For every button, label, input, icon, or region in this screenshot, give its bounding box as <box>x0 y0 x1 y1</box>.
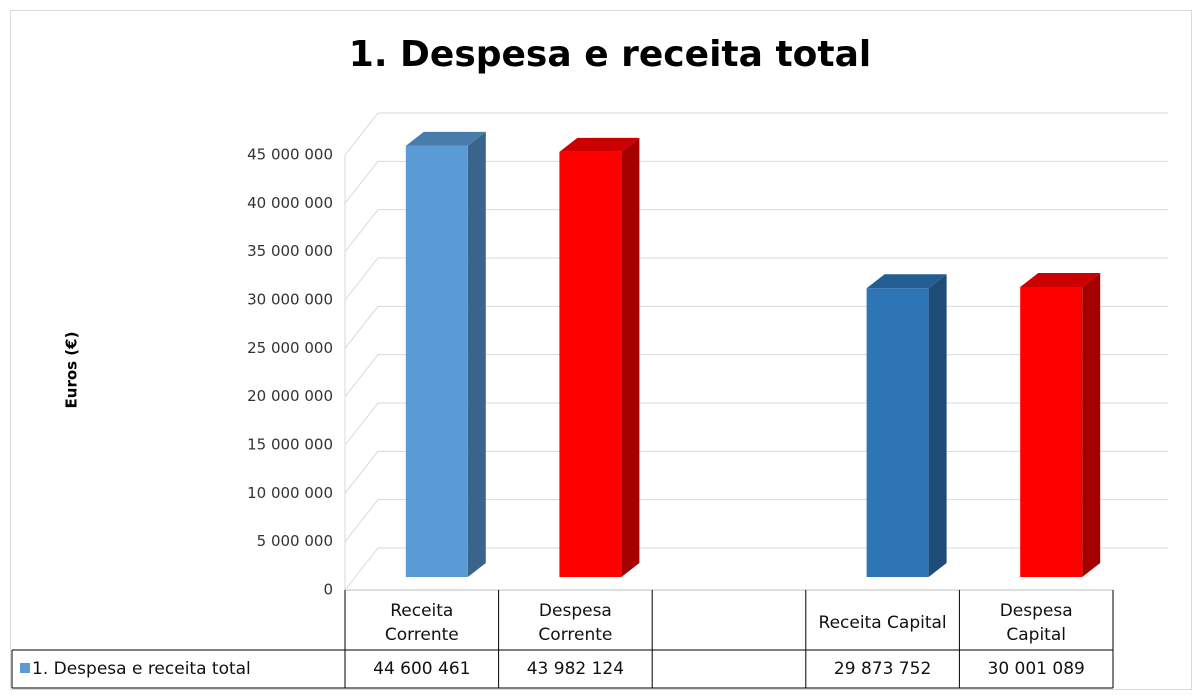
chart-title: 1. Despesa e receita total <box>349 34 871 75</box>
grid-line <box>344 354 379 397</box>
data-table-value: 29 873 752 <box>833 659 932 679</box>
x-tick-label: Receita Capital <box>818 612 947 633</box>
grid-line <box>344 547 379 591</box>
x-tick-label: Receita Corrente <box>384 600 459 645</box>
grid-line <box>344 209 379 252</box>
y-tick-label: 35 000 000 <box>247 242 333 260</box>
grid-line <box>344 112 379 156</box>
y-tick-label: 25 000 000 <box>247 339 333 357</box>
grid-line <box>344 499 379 542</box>
bar-top <box>405 131 486 146</box>
bar-side <box>928 274 947 577</box>
bar-side <box>467 131 486 577</box>
data-table-value: 43 982 124 <box>526 659 625 679</box>
bar <box>405 145 468 577</box>
bar-top <box>866 274 947 289</box>
bar-top <box>559 137 640 152</box>
bar <box>866 288 929 577</box>
bar-side <box>1082 272 1101 577</box>
x-tick-label: Despesa Capital <box>999 600 1073 645</box>
y-tick-label: 10 000 000 <box>247 484 333 502</box>
bar-side <box>621 137 640 577</box>
bar <box>559 151 622 577</box>
y-axis-label: Euros (€) <box>63 332 81 409</box>
grid-line <box>344 402 379 446</box>
y-tick-label: 0 <box>323 581 333 599</box>
legend-label: 1. Despesa e receita total <box>32 659 251 679</box>
y-tick-label: 15 000 000 <box>247 436 333 454</box>
chart-border <box>10 10 1192 690</box>
grid-line <box>344 257 379 301</box>
grid-line <box>344 306 379 349</box>
grid-line <box>344 451 379 494</box>
data-table-value: 44 600 461 <box>373 659 471 679</box>
y-tick-label: 5 000 000 <box>257 532 333 550</box>
y-tick-label: 45 000 000 <box>247 146 333 164</box>
y-tick-label: 40 000 000 <box>247 194 333 212</box>
bar <box>1020 286 1083 577</box>
data-table-value: 30 001 089 <box>987 659 1085 679</box>
x-tick-label: Despesa Corrente <box>538 600 613 645</box>
y-tick-label: 20 000 000 <box>247 387 333 405</box>
legend-swatch <box>20 663 30 673</box>
bar-top <box>1020 272 1101 287</box>
grid-line <box>344 161 379 204</box>
y-tick-label: 30 000 000 <box>247 291 333 309</box>
